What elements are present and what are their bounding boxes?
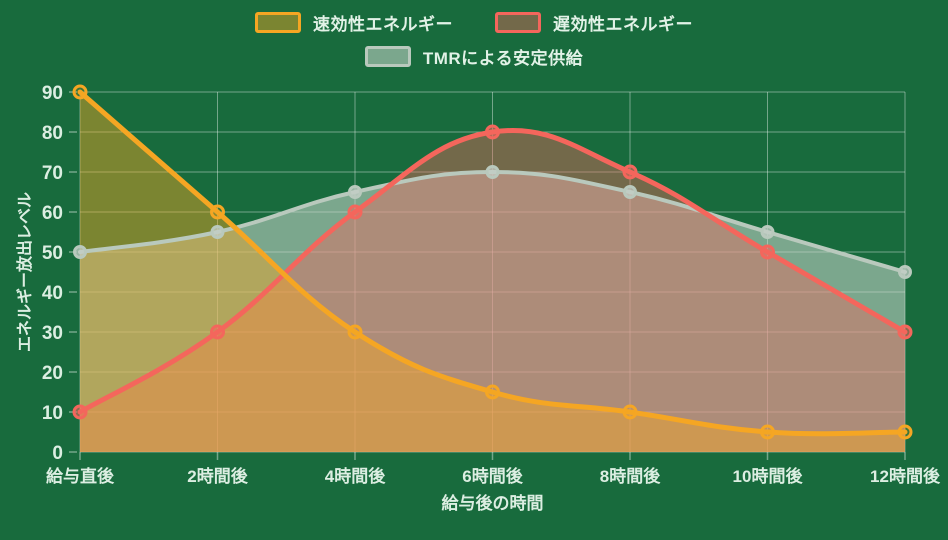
x-tick-label: 2時間後 (187, 466, 248, 486)
y-tick-label: 30 (42, 323, 63, 344)
legend-item-slow-energy[interactable]: 遅効性エネルギー (495, 10, 693, 35)
y-tick-label: 80 (42, 123, 63, 144)
legend-label-slow-energy: 遅効性エネルギー (553, 15, 693, 34)
series-point-2 (210, 225, 225, 239)
series-point-2 (760, 225, 775, 239)
legend-item-fast-energy[interactable]: 速効性エネルギー (255, 10, 453, 35)
series-point-0 (210, 204, 225, 220)
y-tick-label: 20 (42, 363, 63, 384)
series-point-2 (348, 185, 362, 199)
x-axis-title: 給与後の時間 (442, 493, 544, 513)
y-axis-title: エネルギー放出レベル (15, 192, 34, 352)
y-tick-label: 40 (42, 283, 63, 304)
series-point-1 (72, 404, 88, 420)
legend-item-tmr-supply[interactable]: TMRによる安定供給 (364, 44, 584, 69)
series-point-1 (622, 164, 638, 180)
series-point-2 (73, 245, 87, 259)
x-tick-label: 6時間後 (462, 466, 523, 486)
y-tick-label: 90 (42, 83, 63, 104)
series-point-0 (347, 324, 363, 340)
series-area-2 (80, 172, 905, 452)
x-tick-label: 10時間後 (733, 466, 804, 486)
legend-swatch-fast-energy-icon (255, 12, 301, 33)
y-tick-label: 10 (42, 403, 63, 424)
series-point-0 (72, 84, 88, 100)
y-tick-label: 60 (42, 203, 63, 224)
x-tick-label: 4時間後 (325, 466, 386, 486)
x-tick-label: 8時間後 (600, 466, 661, 486)
y-tick-label: 70 (42, 163, 63, 184)
x-tick-label: 給与直後 (46, 466, 115, 486)
series-point-1 (485, 124, 500, 140)
series-point-1 (897, 324, 913, 340)
series-line-0 (77, 89, 908, 437)
series-point-0 (485, 384, 500, 400)
series-point-1 (760, 244, 775, 260)
series-point-1 (210, 324, 225, 340)
series-point-0 (897, 424, 913, 440)
y-tick-label: 0 (52, 443, 63, 464)
legend-label-fast-energy: 速効性エネルギー (313, 15, 453, 34)
series-point-2 (898, 265, 912, 279)
legend-label-tmr-supply: TMRによる安定供給 (422, 49, 584, 68)
y-tick-label: 50 (42, 243, 63, 264)
legend-swatch-tmr-supply-icon (364, 46, 411, 67)
series-point-2 (485, 165, 500, 179)
legend-row-2: TMRによる安定供給 (364, 44, 584, 69)
chart-legend: 速効性エネルギー 遅効性エネルギー TMRによる安定供給 (0, 10, 948, 69)
series-point-0 (622, 404, 638, 420)
x-tick-label: 12時間後 (870, 466, 941, 486)
series-point-2 (623, 185, 637, 199)
series-point-1 (347, 204, 363, 220)
series-area-0 (80, 92, 905, 452)
series-point-0 (760, 424, 775, 440)
legend-swatch-slow-energy-icon (495, 12, 541, 33)
legend-row-1: 速効性エネルギー 遅効性エネルギー (255, 10, 693, 35)
